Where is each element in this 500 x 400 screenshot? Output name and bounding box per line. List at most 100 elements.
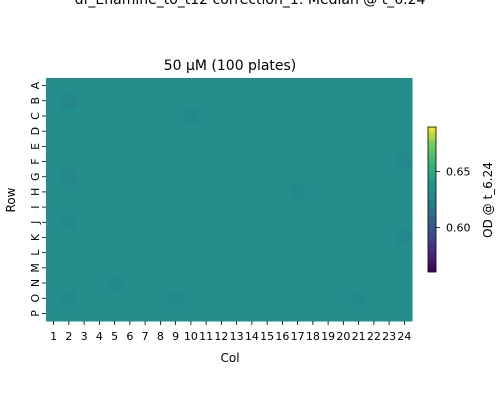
chart-suptitle: df_Enamine_to_t12 correction_1: Median @… [75, 0, 426, 8]
heatmap-cell-J15 [260, 215, 276, 231]
heatmap-cell-C20 [336, 108, 352, 124]
heatmap-cell-B15 [260, 93, 276, 109]
heatmap-cell-O22 [366, 291, 382, 307]
heatmap-cell-L12 [214, 245, 230, 261]
heatmap-cell-M11 [199, 260, 215, 276]
heatmap-cell-H17 [290, 184, 306, 200]
heatmap-cell-P23 [382, 306, 398, 322]
heatmap-cell-B2 [61, 93, 77, 109]
colorbar [428, 127, 436, 272]
heatmap-cell-F12 [214, 154, 230, 170]
heatmap-cell-C21 [351, 108, 367, 124]
heatmap-cell-O9 [168, 291, 184, 307]
heatmap-cell-C16 [275, 108, 291, 124]
heatmap-cell-E6 [122, 139, 138, 155]
heatmap-cell-F18 [305, 154, 321, 170]
heatmap-cell-L4 [92, 245, 108, 261]
heatmap-cell-L11 [199, 245, 215, 261]
heatmap-cell-K2 [61, 230, 77, 246]
heatmap-cell-E11 [199, 139, 215, 155]
heatmap-cell-I20 [336, 200, 352, 216]
y-tick-label: I [29, 205, 42, 208]
heatmap-cell-A7 [138, 78, 154, 94]
heatmap-cell-B16 [275, 93, 291, 109]
heatmap-cell-G12 [214, 169, 230, 185]
heatmap-cell-P17 [290, 306, 306, 322]
heatmap-cell-E24 [397, 139, 413, 155]
y-tick-label: P [29, 310, 42, 317]
heatmap-cell-A6 [122, 78, 138, 94]
heatmap-cell-J20 [336, 215, 352, 231]
heatmap-cell-A16 [275, 78, 291, 94]
heatmap-cell-H14 [244, 184, 260, 200]
heatmap-cell-G9 [168, 169, 184, 185]
heatmap-cell-J9 [168, 215, 184, 231]
y-tick-label: G [29, 172, 42, 181]
heatmap-cell-O14 [244, 291, 260, 307]
heatmap-cell-F17 [290, 154, 306, 170]
heatmap-cell-A10 [183, 78, 199, 94]
heatmap-cell-B20 [336, 93, 352, 109]
heatmap-cell-K20 [336, 230, 352, 246]
heatmap-cell-E8 [153, 139, 169, 155]
heatmap-cell-F1 [46, 154, 62, 170]
heatmap-cell-A1 [46, 78, 62, 94]
heatmap-cell-P21 [351, 306, 367, 322]
heatmap-cell-G1 [46, 169, 62, 185]
heatmap-cell-E19 [321, 139, 337, 155]
heatmap-cell-C3 [77, 108, 93, 124]
heatmap-cell-K7 [138, 230, 154, 246]
heatmap-cell-K11 [199, 230, 215, 246]
heatmap-cell-H10 [183, 184, 199, 200]
heatmap-cell-O19 [321, 291, 337, 307]
heatmap-cell-J6 [122, 215, 138, 231]
heatmap-cell-N18 [305, 275, 321, 291]
heatmap-cell-A19 [321, 78, 337, 94]
x-tick-label: 17 [291, 330, 305, 343]
heatmap-cell-M3 [77, 260, 93, 276]
heatmap-cell-D17 [290, 124, 306, 140]
heatmap-cell-L10 [183, 245, 199, 261]
heatmap-cell-P19 [321, 306, 337, 322]
heatmap-cell-O17 [290, 291, 306, 307]
heatmap-cell-O18 [305, 291, 321, 307]
heatmap-cell-G13 [229, 169, 245, 185]
heatmap-cell-M5 [107, 260, 123, 276]
heatmap-cell-F10 [183, 154, 199, 170]
heatmap-cell-D9 [168, 124, 184, 140]
heatmap-cell-L17 [290, 245, 306, 261]
heatmap-cell-I21 [351, 200, 367, 216]
heatmap-cell-E16 [275, 139, 291, 155]
heatmap-cell-G19 [321, 169, 337, 185]
heatmap-cell-D8 [153, 124, 169, 140]
heatmap-cell-K23 [382, 230, 398, 246]
heatmap-cell-K21 [351, 230, 367, 246]
heatmap-cell-J14 [244, 215, 260, 231]
x-tick-label: 8 [157, 330, 164, 343]
heatmap-cell-N5 [107, 275, 123, 291]
heatmap-cell-O21 [351, 291, 367, 307]
heatmap-cell-H4 [92, 184, 108, 200]
heatmap-cell-L22 [366, 245, 382, 261]
heatmap-cell-M6 [122, 260, 138, 276]
heatmap-cell-H21 [351, 184, 367, 200]
heatmap-cell-F16 [275, 154, 291, 170]
x-tick-label: 19 [321, 330, 335, 343]
heatmap-cell-H3 [77, 184, 93, 200]
heatmap-cell-E18 [305, 139, 321, 155]
heatmap-cell-O24 [397, 291, 413, 307]
heatmap-cell-A21 [351, 78, 367, 94]
heatmap-cell-M10 [183, 260, 199, 276]
heatmap-cell-A20 [336, 78, 352, 94]
heatmap-cell-L19 [321, 245, 337, 261]
heatmap-cell-L1 [46, 245, 62, 261]
heatmap-cell-A4 [92, 78, 108, 94]
heatmap-cell-F11 [199, 154, 215, 170]
heatmap-cell-K16 [275, 230, 291, 246]
heatmap-cell-L2 [61, 245, 77, 261]
heatmap-cell-J16 [275, 215, 291, 231]
heatmap-cell-A22 [366, 78, 382, 94]
heatmap-cell-M12 [214, 260, 230, 276]
heatmap-cell-N19 [321, 275, 337, 291]
heatmap-cell-H22 [366, 184, 382, 200]
